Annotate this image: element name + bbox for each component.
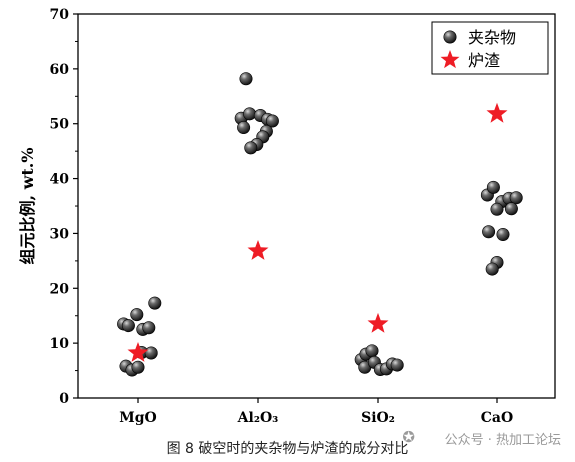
inclusion-point — [131, 360, 145, 374]
inclusion-point — [490, 202, 504, 216]
slag-point — [486, 102, 508, 123]
inclusion-point — [390, 358, 404, 372]
legend-star-icon — [440, 50, 460, 69]
inclusion-point — [237, 121, 251, 135]
watermark-text: 公众号 · 热加工论坛 — [444, 433, 561, 448]
x-tick-label: CaO — [481, 410, 513, 426]
legend-label-slag: 炉渣 — [468, 51, 500, 70]
x-tick-label: MgO — [119, 410, 156, 426]
y-tick-label: 0 — [59, 391, 69, 407]
y-tick-label: 50 — [50, 117, 70, 133]
y-tick-label: 40 — [50, 172, 70, 188]
inclusion-point — [239, 72, 253, 86]
inclusion-point — [486, 180, 500, 194]
inclusion-point — [265, 114, 279, 128]
figure-caption: 图 8 破空时的夹杂物与炉渣的成分对比 — [166, 441, 409, 457]
inclusion-point — [365, 344, 379, 358]
inclusion-point — [144, 346, 158, 360]
y-tick-label: 20 — [50, 281, 70, 297]
inclusion-point — [130, 308, 144, 322]
inclusion-point — [485, 262, 499, 276]
x-tick-label: SiO₂ — [361, 410, 395, 426]
legend-label-inclusion: 夹杂物 — [468, 28, 516, 47]
inclusion-point — [482, 225, 496, 239]
slag-point — [127, 342, 149, 362]
y-tick-label: 70 — [50, 7, 70, 23]
inclusion-point — [148, 296, 162, 310]
inclusion-point — [504, 202, 518, 216]
y-tick-label: 60 — [50, 62, 70, 78]
x-tick-label: Al₂O₃ — [237, 410, 279, 426]
inclusion-point — [243, 107, 257, 121]
inclusion-point — [142, 321, 156, 335]
y-axis-label: 组元比例, wt.% — [18, 147, 37, 264]
wechat-icon: ✪ — [402, 428, 415, 446]
slag-point — [367, 312, 389, 333]
slag-point — [247, 240, 269, 260]
y-tick-label: 10 — [50, 336, 70, 352]
inclusion-point — [244, 141, 258, 155]
legend-sphere-icon — [443, 30, 457, 44]
y-tick-label: 30 — [50, 226, 70, 242]
inclusion-point — [496, 228, 510, 242]
inclusion-point — [121, 319, 135, 333]
inclusion-point — [509, 191, 523, 205]
